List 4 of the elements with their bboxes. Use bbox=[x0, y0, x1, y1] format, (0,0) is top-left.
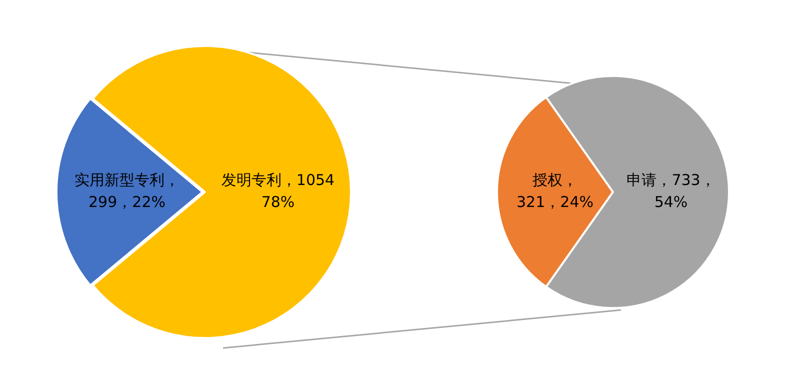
slice-label: 实用新型专利， 299，22% bbox=[74, 170, 180, 211]
slice-label: 发明专利，1054 78% bbox=[221, 170, 335, 211]
slice-label: 授权， 321，24% bbox=[516, 170, 594, 211]
slice-label: 申请，733， 54% bbox=[626, 170, 716, 211]
